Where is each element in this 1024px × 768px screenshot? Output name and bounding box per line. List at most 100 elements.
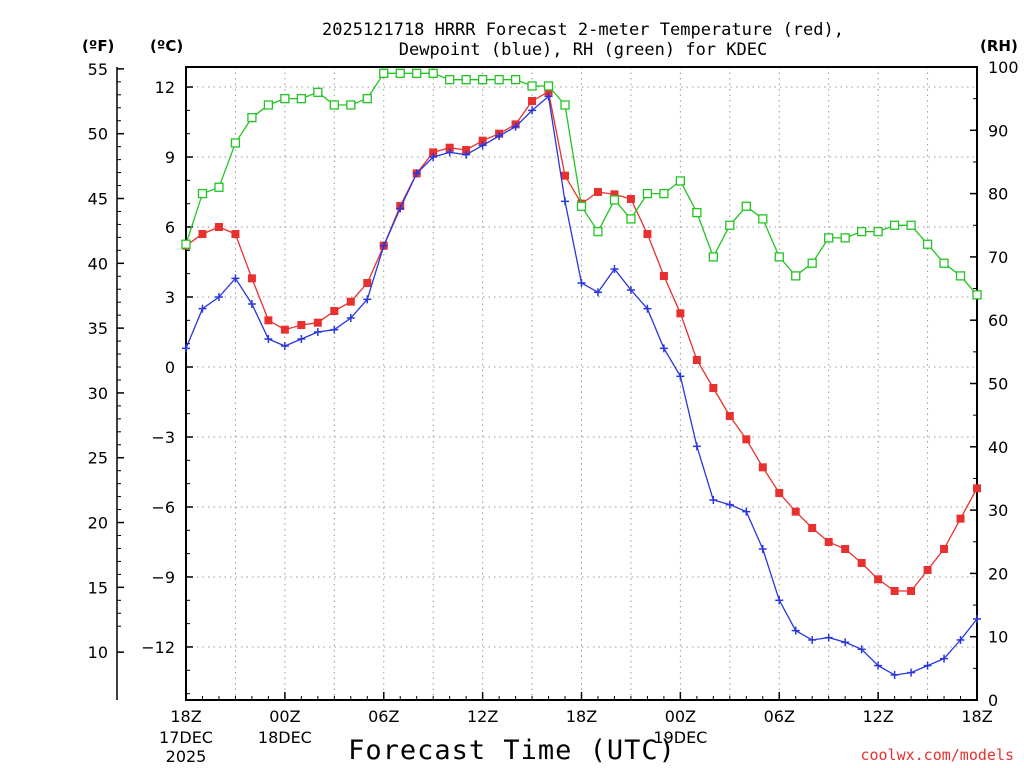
- rh-axis-label: (RH): [980, 37, 1018, 55]
- dewpoint-point: [973, 614, 981, 623]
- rh-point: [543, 81, 554, 91]
- dewpoint-point: [841, 638, 850, 647]
- rh-point: [675, 176, 686, 186]
- x-tick-label: 00Z: [665, 707, 696, 726]
- rh-point: [214, 182, 224, 192]
- temperature-point: [313, 318, 322, 327]
- series-dewpoint: [182, 92, 981, 679]
- temperature-point: [890, 586, 899, 595]
- x-tick-label: 17DEC: [159, 728, 213, 747]
- x-tick-label: 00Z: [269, 707, 300, 726]
- celsius-tick-label: 0: [165, 358, 175, 377]
- rh-point: [659, 188, 669, 199]
- fahrenheit-tick-label: 15: [88, 578, 108, 597]
- rh-point: [725, 220, 735, 230]
- temperature-point: [956, 514, 965, 523]
- rh-tick-label: 50: [988, 375, 1008, 394]
- dewpoint-point: [709, 495, 718, 504]
- fahrenheit-tick-label: 50: [88, 125, 108, 144]
- temperature-point: [445, 143, 454, 152]
- dewpoint-point: [824, 633, 833, 642]
- temperature-point: [330, 307, 339, 316]
- rh-point: [296, 94, 307, 104]
- dewpoint-point: [511, 122, 520, 131]
- dewpoint-point: [907, 668, 916, 677]
- rh-point: [922, 239, 933, 249]
- rh-point: [774, 252, 784, 262]
- rh-point: [461, 75, 471, 85]
- dewpoint-point: [214, 293, 223, 302]
- rh-point: [395, 68, 405, 78]
- dewpoint-point: [775, 596, 784, 605]
- celsius-tick-label: −12: [141, 638, 175, 657]
- temperature-point: [841, 544, 850, 553]
- rh-point: [329, 100, 339, 110]
- x-tick-label: 18Z: [170, 707, 201, 726]
- temperature-point: [544, 87, 553, 96]
- chart-title-line1: 2025121718 HRRR Forecast 2-meter Tempera…: [322, 20, 844, 40]
- dewpoint-point: [396, 204, 405, 213]
- rh-point: [280, 94, 290, 104]
- rh-point: [197, 188, 208, 199]
- dewpoint-point: [495, 132, 504, 141]
- rh-point: [527, 81, 537, 91]
- x-tick-label: 12Z: [467, 707, 498, 726]
- dewpoint-point: [528, 106, 537, 115]
- rh-point: [181, 239, 191, 249]
- celsius-tick-label: 3: [165, 288, 175, 307]
- rh-tick-label: 20: [988, 564, 1008, 583]
- dewpoint-point: [231, 274, 240, 283]
- rh-tick-label: 80: [988, 185, 1008, 204]
- chart-title-line2: Dewpoint (blue), RH (green) for KDEC: [399, 40, 767, 60]
- dewpoint-point: [577, 279, 586, 288]
- dewpoint-point: [412, 169, 421, 178]
- rh-point: [412, 68, 422, 78]
- rh-point: [758, 214, 768, 224]
- fahrenheit-tick-label: 10: [88, 643, 108, 662]
- dewpoint-point: [659, 344, 668, 353]
- dewpoint-point: [626, 286, 635, 295]
- dewpoint-point: [445, 148, 454, 157]
- temperature-point: [198, 230, 207, 239]
- rh-tick-label: 100: [988, 58, 1019, 77]
- celsius-axis-label: (ºC): [150, 37, 183, 55]
- rh-point: [445, 75, 455, 85]
- rh-point: [560, 100, 570, 110]
- dewpoint-point: [610, 265, 619, 274]
- temperature-point: [626, 195, 635, 204]
- dewpoint-point: [280, 342, 289, 351]
- dewpoint-point: [725, 500, 734, 509]
- dewpoint-point: [857, 645, 866, 654]
- temperature-point: [874, 575, 883, 584]
- dewpoint-point: [297, 335, 306, 344]
- temperature-point: [692, 356, 701, 365]
- temperature-point: [363, 279, 372, 288]
- temperature-point: [907, 586, 916, 595]
- temperature-point: [659, 272, 668, 281]
- temperature-point: [264, 316, 273, 325]
- rh-point: [791, 271, 801, 281]
- rh-point: [642, 188, 653, 199]
- temperature-point: [280, 325, 289, 334]
- rh-point: [362, 94, 372, 104]
- x-tick-label: 2025: [166, 747, 207, 766]
- dewpoint-point: [593, 288, 602, 297]
- gridlines: [186, 67, 977, 700]
- rh-point: [263, 100, 274, 110]
- temperature-point: [808, 523, 817, 532]
- credit-text: coolwx.com/models: [860, 746, 1014, 764]
- axes: [116, 66, 978, 701]
- x-axis-title: Forecast Time (UTC): [348, 735, 676, 766]
- dewpoint-point: [429, 153, 438, 162]
- temperature-point: [610, 190, 619, 199]
- rh-point: [477, 75, 488, 85]
- series-rh: [181, 68, 982, 300]
- x-tick-label: 12Z: [862, 707, 893, 726]
- temperature-point: [247, 274, 256, 283]
- dewpoint-point: [874, 661, 883, 670]
- rh-point: [955, 271, 966, 281]
- fahrenheit-tick-label: 35: [88, 319, 108, 338]
- temperature-point: [643, 230, 652, 239]
- fahrenheit-tick-label: 45: [88, 190, 108, 209]
- temperature-point: [676, 309, 685, 318]
